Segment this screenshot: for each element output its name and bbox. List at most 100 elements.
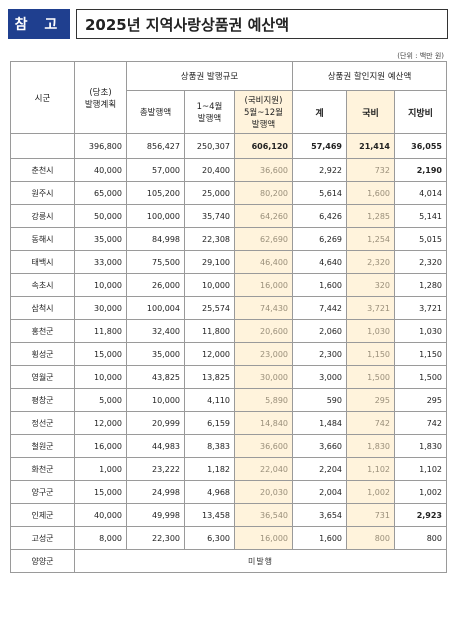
- total-may-dec: 606,120: [234, 133, 293, 159]
- row-may-dec: 80,200: [234, 181, 293, 205]
- row-region: 태백시: [10, 250, 75, 274]
- row-local: 742: [394, 411, 447, 435]
- row-initial: 35,000: [74, 227, 127, 251]
- table-row: 속초시 10,000 26,000 10,000 16,000 1,600 320 1,280: [10, 273, 447, 297]
- header-total-issue: 총발행액: [126, 90, 185, 134]
- row-jan-apr: 4,968: [184, 480, 235, 504]
- row-region: 영월군: [10, 365, 75, 389]
- row-region: 인제군: [10, 503, 75, 527]
- row-jan-apr: 35,740: [184, 204, 235, 228]
- row-may-dec: 23,000: [234, 342, 293, 366]
- row-region: 고성군: [10, 526, 75, 550]
- row-may-dec: 30,000: [234, 365, 293, 389]
- header-support-group: 상품권 할인지원 예산액: [292, 61, 447, 91]
- row-region: 정선군: [10, 411, 75, 435]
- row-may-dec: 64,260: [234, 204, 293, 228]
- table-row: 화천군 1,000 23,222 1,182 22,040 2,204 1,102 1,102: [10, 457, 447, 481]
- header-national: 국비: [346, 90, 395, 134]
- table-row: 태백시 33,000 75,500 29,100 46,400 4,640 2,320 2,3…: [10, 250, 447, 274]
- row-jan-apr: 12,000: [184, 342, 235, 366]
- row-sum: 1,600: [292, 526, 347, 550]
- row-local: 2,923: [394, 503, 447, 527]
- row-sum: 2,922: [292, 158, 347, 182]
- row-national: 1,150: [346, 342, 395, 366]
- row-jan-apr: 1,182: [184, 457, 235, 481]
- row-national: 732: [346, 158, 395, 182]
- row-jan-apr: 13,458: [184, 503, 235, 527]
- row-jan-apr: 8,383: [184, 434, 235, 458]
- table-row: 홍천군 11,800 32,400 11,800 20,600 2,060 1,030 1,0…: [10, 319, 447, 343]
- row-region: 춘천시: [10, 158, 75, 182]
- row-region: 동해시: [10, 227, 75, 251]
- row-region: 양양군: [10, 549, 75, 573]
- table-row: 철원군 16,000 44,983 8,383 36,600 3,660 1,830 1,83…: [10, 434, 447, 458]
- row-sum: 590: [292, 388, 347, 412]
- header-initial: (당초) 발행계획: [74, 61, 127, 134]
- row-may-dec: 36,600: [234, 434, 293, 458]
- row-initial: 50,000: [74, 204, 127, 228]
- row-national: 1,600: [346, 181, 395, 205]
- total-issue: 856,427: [126, 133, 185, 159]
- total-row: 396,800 856,427 250,307 606,120 57,469 2…: [10, 133, 447, 159]
- row-sum: 2,060: [292, 319, 347, 343]
- table-row: 원주시 65,000 105,200 25,000 80,200 5,614 1,600 4,…: [10, 181, 447, 205]
- table-row: 춘천시 40,000 57,000 20,400 36,600 2,922 732 2,190: [10, 158, 447, 182]
- row-region: 평창군: [10, 388, 75, 412]
- row-jan-apr: 10,000: [184, 273, 235, 297]
- header-sum: 계: [292, 90, 347, 134]
- row-national: 731: [346, 503, 395, 527]
- row-initial: 8,000: [74, 526, 127, 550]
- row-sum: 2,204: [292, 457, 347, 481]
- row-jan-apr: 4,110: [184, 388, 235, 412]
- table-row: 동해시 35,000 84,998 22,308 62,690 6,269 1,254 5,0…: [10, 227, 447, 251]
- row-local: 1,500: [394, 365, 447, 389]
- row-initial: 16,000: [74, 434, 127, 458]
- row-total-issue: 24,998: [126, 480, 185, 504]
- row-may-dec: 14,840: [234, 411, 293, 435]
- row-initial: 10,000: [74, 273, 127, 297]
- header-may-dec: (국비지원) 5월~12월 발행액: [234, 90, 293, 134]
- row-national: 295: [346, 388, 395, 412]
- total-national: 21,414: [346, 133, 395, 159]
- row-initial: 12,000: [74, 411, 127, 435]
- row-jan-apr: 29,100: [184, 250, 235, 274]
- row-region: 속초시: [10, 273, 75, 297]
- row-local: 5,141: [394, 204, 447, 228]
- header-issue-group: 상품권 발행규모: [126, 61, 293, 91]
- row-sum: 5,614: [292, 181, 347, 205]
- row-sum: 3,000: [292, 365, 347, 389]
- table-row: 강릉시 50,000 100,000 35,740 64,260 6,426 1,285 5,…: [10, 204, 447, 228]
- row-national: 3,721: [346, 296, 395, 320]
- row-may-dec: 20,600: [234, 319, 293, 343]
- row-national: 1,002: [346, 480, 395, 504]
- row-sum: 3,654: [292, 503, 347, 527]
- row-local: 5,015: [394, 227, 447, 251]
- header-jan-apr: 1~4월 발행액: [184, 90, 235, 134]
- row-jan-apr: 25,000: [184, 181, 235, 205]
- row-national: 1,830: [346, 434, 395, 458]
- row-initial: 33,000: [74, 250, 127, 274]
- row-may-dec: 22,040: [234, 457, 293, 481]
- header-local: 지방비: [394, 90, 447, 134]
- row-initial: 40,000: [74, 158, 127, 182]
- budget-table: 시군 (당초) 발행계획 상품권 발행규모 상품권 할인지원 예산액 총발행액 …: [10, 61, 447, 573]
- row-total-issue: 26,000: [126, 273, 185, 297]
- row-national: 1,254: [346, 227, 395, 251]
- row-local: 4,014: [394, 181, 447, 205]
- row-region: 화천군: [10, 457, 75, 481]
- row-region: 홍천군: [10, 319, 75, 343]
- row-jan-apr: 13,825: [184, 365, 235, 389]
- row-total-issue: 84,998: [126, 227, 185, 251]
- row-initial: 30,000: [74, 296, 127, 320]
- table-row: 정선군 12,000 20,999 6,159 14,840 1,484 742 742: [10, 411, 447, 435]
- unit-note: (단위 : 백만 원): [397, 52, 444, 60]
- row-total-issue: 100,000: [126, 204, 185, 228]
- row-total-issue: 32,400: [126, 319, 185, 343]
- row-local: 2,190: [394, 158, 447, 182]
- row-local: 1,030: [394, 319, 447, 343]
- row-total-issue: 57,000: [126, 158, 185, 182]
- row-jan-apr: 6,300: [184, 526, 235, 550]
- row-total-issue: 20,999: [126, 411, 185, 435]
- row-may-dec: 36,540: [234, 503, 293, 527]
- row-national: 320: [346, 273, 395, 297]
